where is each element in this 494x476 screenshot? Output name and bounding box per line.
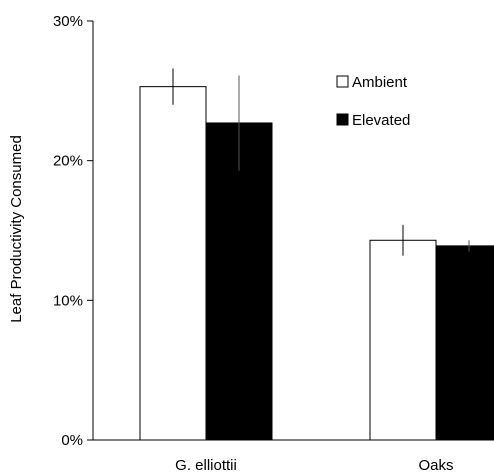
category-label: G. elliottii: [175, 457, 237, 474]
category-label: Oaks: [418, 457, 453, 474]
bar-ambient-1: [139, 86, 207, 441]
legend-swatch-elevated: [336, 113, 349, 126]
error-bars: [172, 68, 470, 256]
legend: Ambient Elevated: [336, 74, 410, 129]
y-tick-label: 10%: [53, 292, 83, 309]
legend-label-ambient: Ambient: [352, 74, 408, 91]
y-axis-label: Leaf Productivity Consumed: [8, 135, 25, 323]
y-tick-label: 20%: [53, 153, 83, 170]
legend-swatch-ambient: [336, 75, 349, 88]
bar-ambient-2: [369, 239, 437, 441]
category-labels: G. elliottii Oaks: [175, 457, 453, 474]
y-tick-label: 30%: [53, 13, 83, 30]
y-tick-label: 0%: [61, 432, 83, 449]
bar-elevated-1: [205, 122, 273, 441]
legend-label-elevated: Elevated: [352, 112, 410, 129]
bar-elevated-2: [435, 245, 494, 441]
bars: [139, 86, 494, 441]
